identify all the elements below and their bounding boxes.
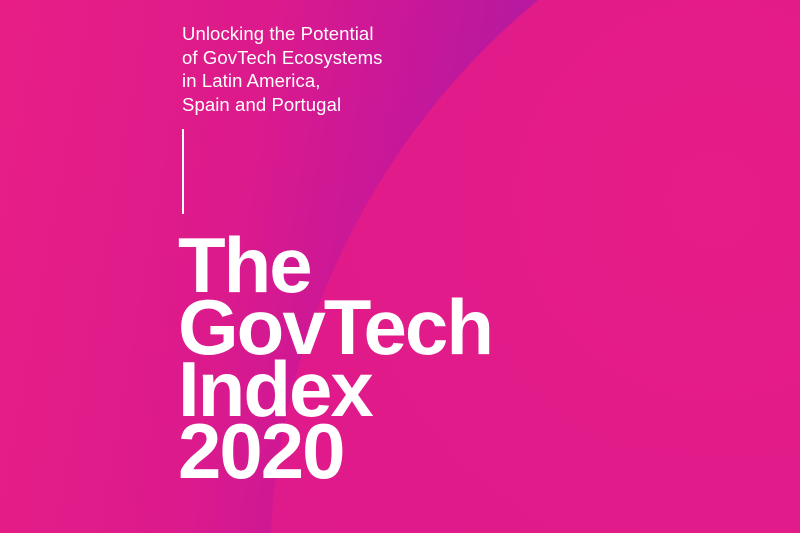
subtitle-line: in Latin America,: [182, 70, 321, 91]
cover-subtitle: Unlocking the Potential of GovTech Ecosy…: [182, 22, 383, 116]
title-line: 2020: [178, 407, 346, 495]
subtitle-line: Unlocking the Potential: [182, 23, 374, 44]
subtitle-line: Spain and Portugal: [182, 93, 342, 115]
vertical-divider: [182, 129, 184, 214]
cover-title: The GovTech Index 2020: [178, 221, 494, 495]
title-line: GovTech: [178, 283, 494, 371]
title-line: The: [178, 221, 313, 309]
subtitle-line: of GovTech Ecosystems: [182, 46, 383, 68]
title-line: Index: [178, 345, 374, 433]
